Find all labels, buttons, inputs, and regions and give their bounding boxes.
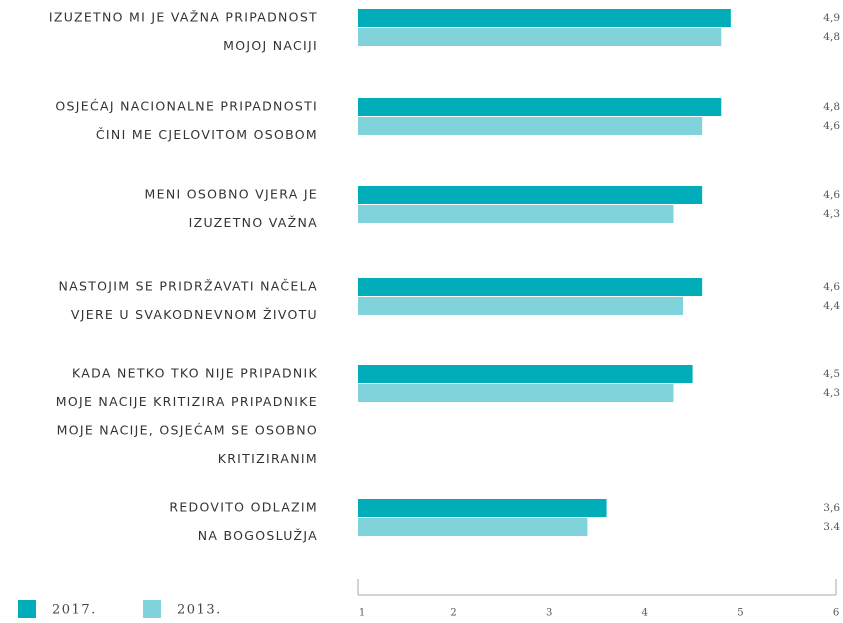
x-tick-label: 6: [833, 608, 839, 619]
x-tick-label: 5: [737, 608, 743, 619]
category-label: NA BOGOSLUŽJA: [198, 528, 318, 543]
category-label: MOJE NACIJE KRITIZIRA PRIPADNIKE: [56, 394, 318, 409]
value-label: 3.4: [823, 521, 840, 533]
category-label: OSJEĆAJ NACIONALNE PRIPADNOSTI: [55, 99, 318, 114]
value-label: 4,6: [823, 189, 840, 201]
x-tick-label: 1: [359, 608, 365, 619]
category-label: MOJE NACIJE, OSJEĆAM SE OSOBNO: [57, 423, 318, 438]
category-label: IZUZETNO MI JE VAŽNA PRIPADNOST: [49, 10, 318, 25]
category-label: KRITIZIRANIM: [218, 451, 318, 466]
value-label: 3,6: [823, 502, 840, 514]
bar: [358, 384, 674, 402]
legend-swatch: [143, 600, 161, 618]
category-label: REDOVITO ODLAZIM: [169, 500, 318, 515]
bar: [358, 186, 703, 204]
value-label: 4,6: [823, 120, 840, 132]
value-label: 4,5: [823, 368, 840, 380]
bar: [358, 98, 722, 116]
value-label: 4,6: [823, 281, 840, 293]
bar: [358, 499, 607, 517]
category-label: ČINI ME CJELOVITOM OSOBOM: [96, 127, 318, 142]
value-label: 4,8: [823, 101, 840, 113]
x-tick-label: 4: [642, 608, 648, 619]
category-label: VJERE U SVAKODNEVNOM ŽIVOTU: [71, 307, 318, 322]
category-label: KADA NETKO TKO NIJE PRIPADNIK: [72, 366, 318, 381]
bar: [358, 117, 703, 135]
bar: [358, 518, 588, 536]
bar: [358, 297, 684, 315]
x-tick-label: 2: [450, 608, 456, 619]
category-label: IZUZETNO VAŽNA: [189, 215, 318, 230]
value-label: 4,8: [823, 31, 840, 43]
legend-swatch: [18, 600, 36, 618]
value-label: 4,3: [823, 387, 840, 399]
category-label: NASTOJIM SE PRIDRŽAVATI NAČELA: [58, 279, 318, 294]
bar: [358, 365, 693, 383]
category-label: MOJOJ NACIJI: [223, 38, 318, 53]
bar: [358, 278, 703, 296]
legend-label: 2017.: [52, 603, 97, 618]
category-label: MENI OSOBNO VJERA JE: [145, 187, 318, 202]
bar: [358, 205, 674, 223]
value-label: 4,9: [823, 12, 840, 24]
value-label: 4,4: [823, 300, 840, 312]
legend-label: 2013.: [177, 603, 222, 618]
x-tick-label: 3: [546, 608, 552, 619]
bar: [358, 28, 722, 46]
bar: [358, 9, 731, 27]
value-label: 4,3: [823, 208, 840, 220]
